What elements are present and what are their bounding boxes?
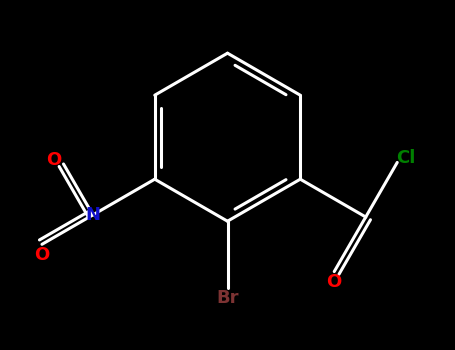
Text: Br: Br (216, 289, 239, 308)
Text: N: N (86, 206, 101, 224)
Text: O: O (327, 273, 342, 292)
Text: O: O (46, 151, 61, 169)
Text: O: O (34, 246, 50, 264)
Text: Cl: Cl (396, 149, 415, 167)
